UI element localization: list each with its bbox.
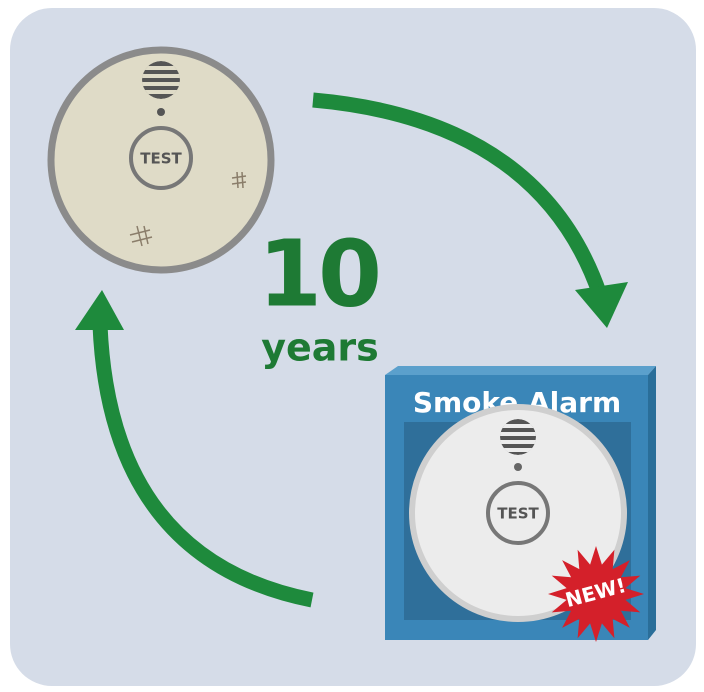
old-alarm: TEST <box>51 50 271 270</box>
page: {"old_alarm": {"button": "TEST"}, "label… <box>0 0 704 692</box>
package: Smoke Alarm TEST NEW! <box>385 366 656 642</box>
test-label: TEST <box>497 505 539 523</box>
test-label: TEST <box>140 150 182 168</box>
years-unit: years <box>261 326 379 370</box>
illustration: TEST 10 years Smoke Alarm TEST <box>0 0 704 692</box>
years-number: 10 <box>258 220 378 327</box>
